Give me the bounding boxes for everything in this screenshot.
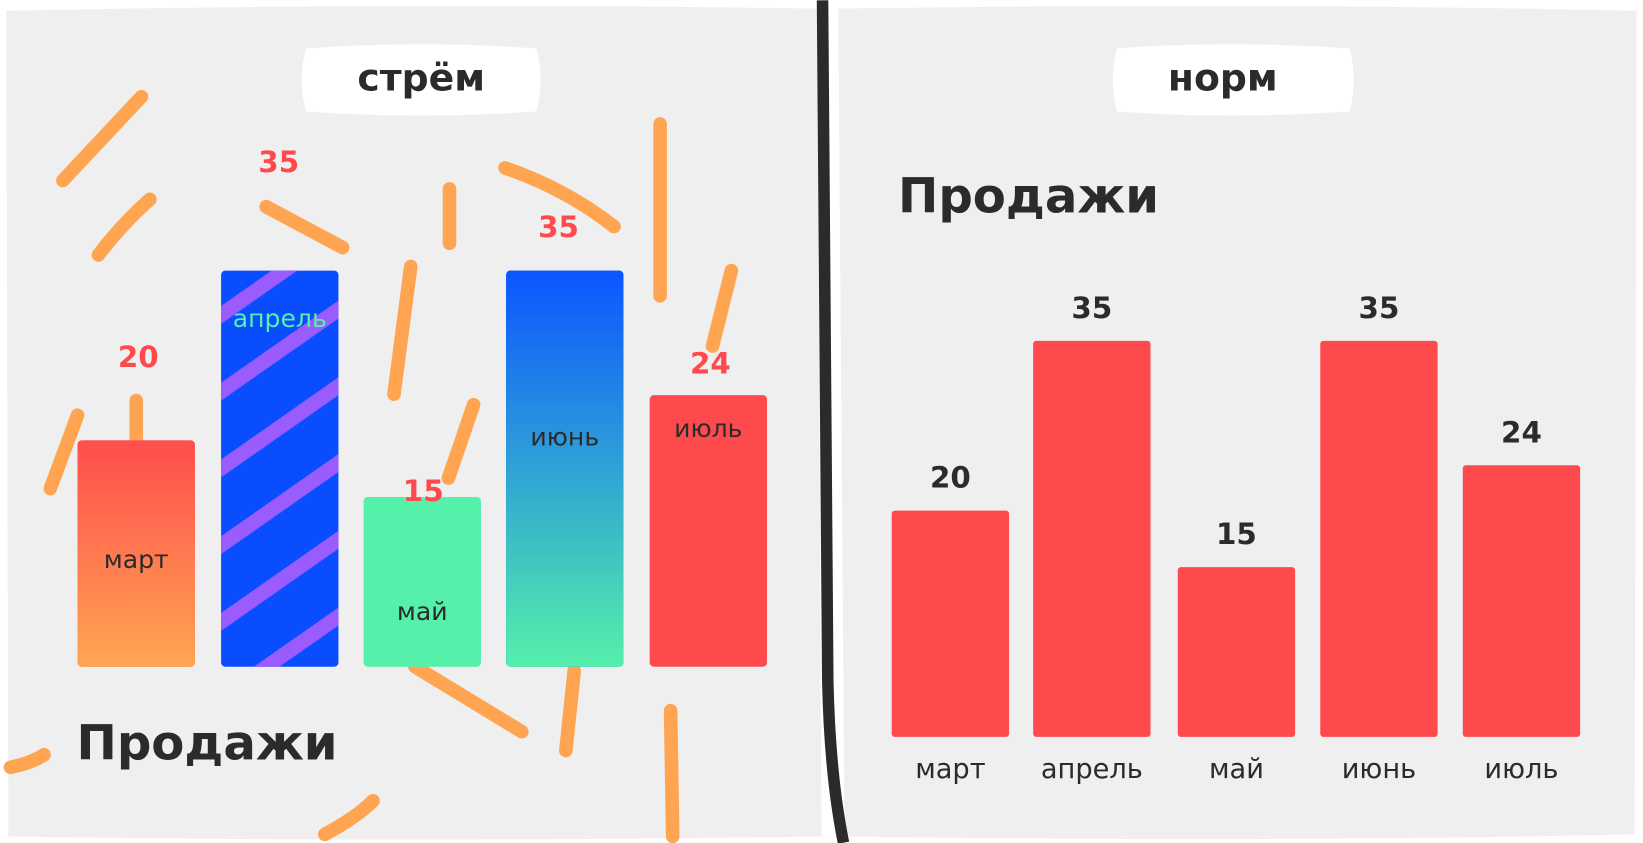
bar [1462,465,1581,737]
divider [816,0,850,843]
panel-tag: норм [1168,55,1278,99]
value-label: 20 [118,340,159,374]
bar [649,395,768,667]
category-label: март [104,545,169,574]
bar [1033,340,1151,737]
value-label: 24 [1501,415,1542,449]
panel-tag: стрём [357,55,485,99]
category-label: апрель [233,304,327,333]
bar-texture [506,270,624,667]
value-label: 35 [258,145,299,179]
chart-title: Продажи [898,168,1159,224]
category-label: май [397,597,448,626]
decorations [3,89,739,843]
value-label: 20 [930,461,971,495]
chart-title: Продажи [76,715,337,771]
value-label: 15 [403,474,444,508]
category-label: март [915,754,986,785]
bar-texture [77,440,195,667]
tag-bg [301,44,541,116]
bar [363,496,481,667]
value-label: 15 [1216,517,1257,551]
tag-bg [1112,44,1354,116]
category-label: июнь [1342,754,1416,785]
value-label: 35 [1359,291,1400,325]
category-label: июль [1484,754,1558,785]
bar [1320,340,1438,737]
bar-texture [221,270,339,667]
category-label: июль [674,414,742,443]
bar [1177,567,1296,737]
value-label: 35 [538,210,579,244]
value-label: 24 [690,346,731,380]
category-label: июнь [530,422,599,451]
value-label: 35 [1071,291,1112,325]
category-label: май [1209,754,1264,785]
bar [891,510,1010,737]
category-label: апрель [1041,754,1143,785]
